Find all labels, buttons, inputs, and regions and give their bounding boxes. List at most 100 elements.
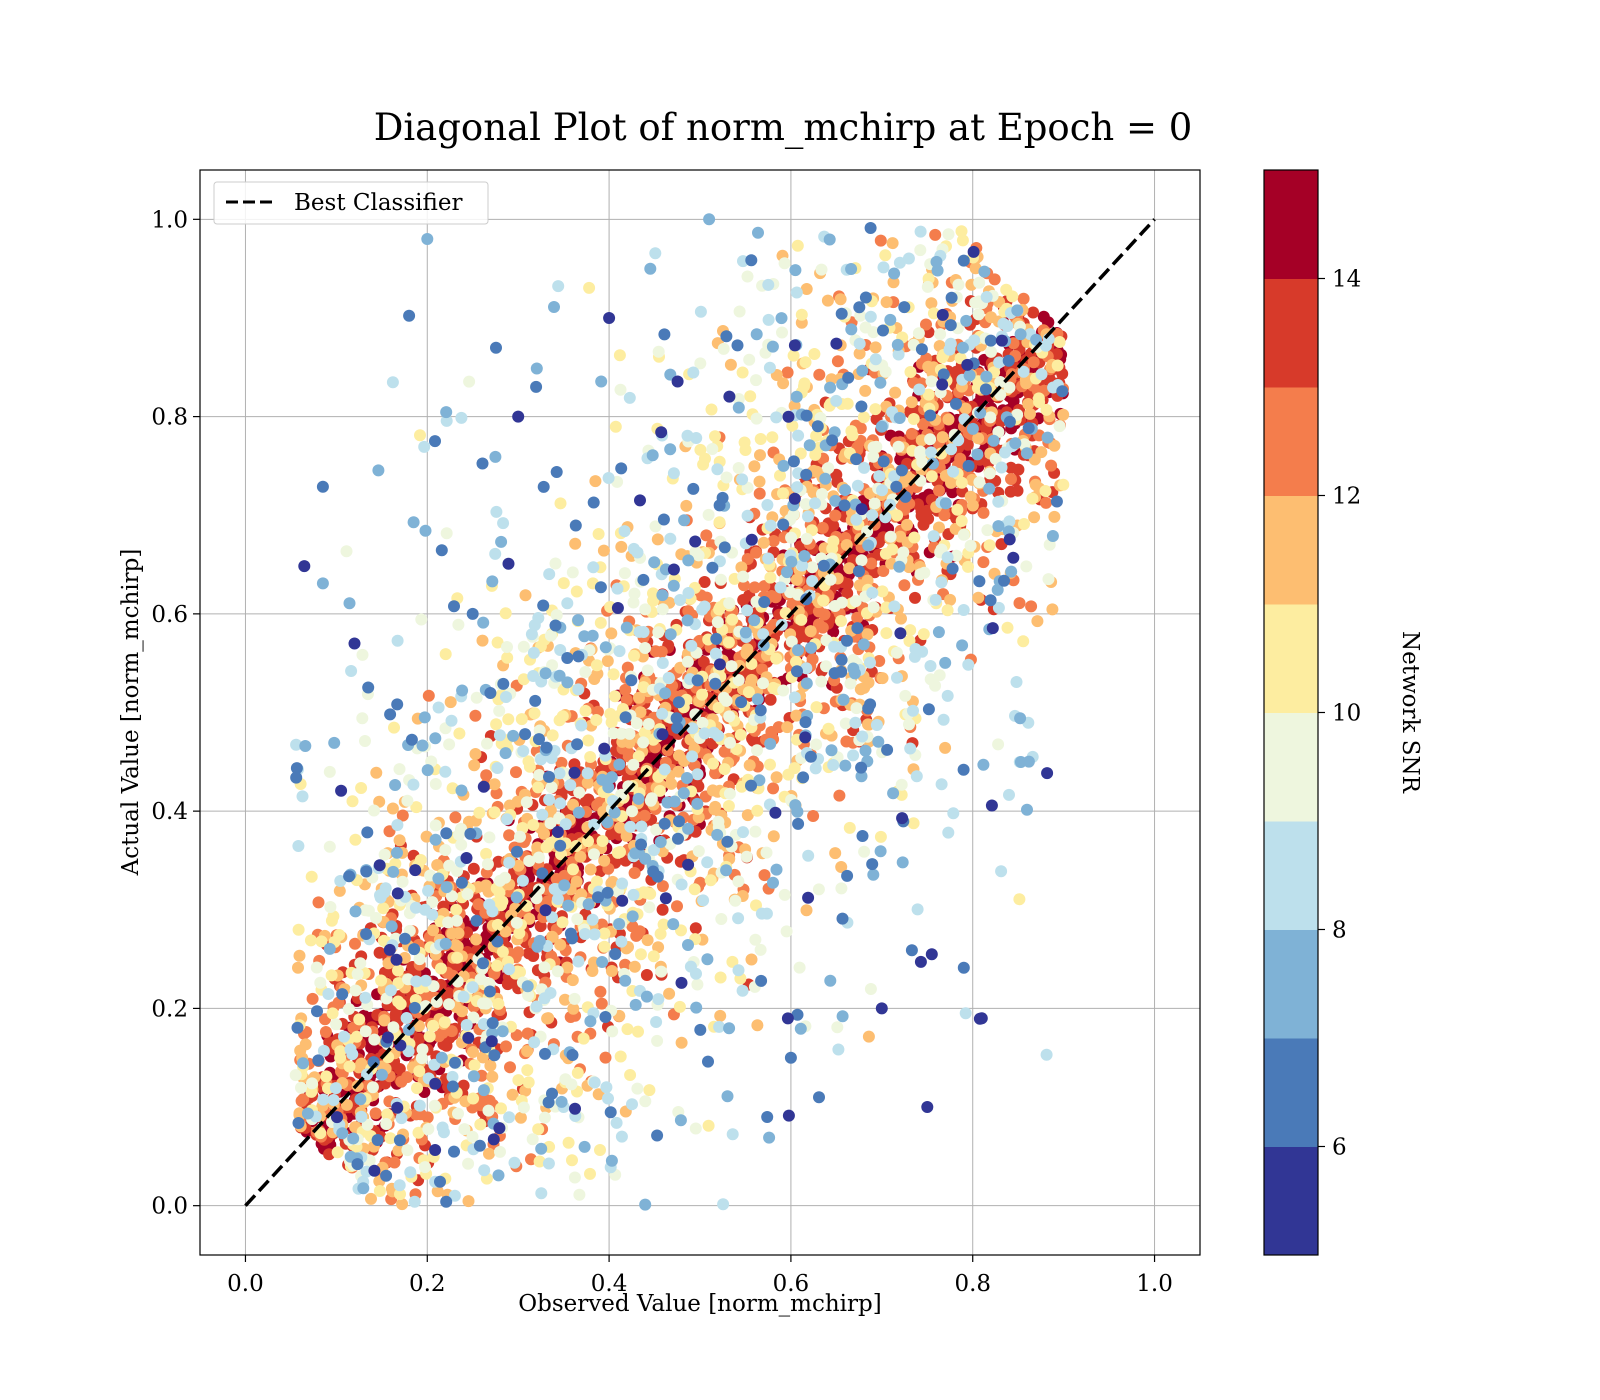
scatter-point — [488, 1049, 501, 1062]
scatter-point — [960, 314, 973, 327]
scatter-point — [503, 963, 516, 976]
scatter-point — [627, 888, 640, 901]
scatter-point — [435, 544, 448, 557]
scatter-point — [360, 865, 373, 878]
scatter-point — [656, 707, 669, 720]
scatter-point — [848, 667, 861, 680]
scatter-point — [598, 742, 611, 755]
scatter-point — [316, 577, 329, 590]
scatter-point — [971, 448, 984, 461]
scatter-point — [745, 779, 757, 792]
scatter-point — [548, 301, 560, 313]
scatter-point — [646, 449, 659, 462]
scatter-point — [1032, 392, 1045, 405]
scatter-point — [1026, 492, 1039, 505]
scatter-point — [711, 828, 724, 841]
scatter-point — [523, 855, 536, 867]
scatter-point — [977, 506, 990, 519]
scatter-point — [607, 727, 620, 740]
scatter-point — [544, 987, 557, 999]
scatter-point — [788, 339, 801, 352]
scatter-point — [736, 984, 749, 997]
scatter-point — [540, 841, 553, 854]
scatter-point — [457, 990, 470, 1003]
scatter-point — [936, 378, 949, 391]
scatter-point — [539, 1047, 551, 1060]
scatter-point — [815, 263, 828, 276]
scatter-point — [914, 568, 927, 581]
scatter-point — [351, 1158, 364, 1171]
y-axis: 0.00.20.40.60.81.0 — [151, 207, 200, 1220]
scatter-point — [929, 593, 942, 606]
scatter-point — [749, 933, 762, 946]
scatter-point — [924, 409, 937, 422]
scatter-point — [426, 896, 439, 909]
scatter-point — [519, 728, 532, 741]
scatter-point — [467, 1070, 480, 1083]
scatter-point — [821, 294, 834, 307]
scatter-point — [639, 1095, 652, 1108]
scatter-point — [841, 587, 854, 600]
scatter-point — [627, 758, 640, 771]
scatter-point — [431, 1185, 444, 1198]
scatter-point — [439, 648, 452, 661]
scatter-point — [394, 998, 407, 1011]
scatter-point — [826, 434, 839, 447]
scatter-point — [850, 513, 863, 526]
scatter-point — [588, 928, 601, 941]
scatter-point — [458, 1123, 471, 1136]
scatter-point — [744, 390, 757, 403]
scatter-point — [594, 581, 607, 594]
scatter-point — [782, 410, 795, 423]
scatter-point — [911, 903, 924, 916]
scatter-point — [758, 869, 771, 882]
scatter-point — [541, 1012, 554, 1025]
scatter-point — [493, 1122, 506, 1135]
scatter-point — [532, 1123, 545, 1136]
scatter-point — [375, 974, 388, 987]
x-tick-label: 0.4 — [591, 1271, 628, 1297]
scatter-point — [979, 383, 992, 396]
scatter-point — [922, 388, 935, 401]
colorbar-segment — [1264, 1038, 1318, 1147]
scatter-point — [430, 995, 443, 1008]
colorbar-segment — [1264, 604, 1318, 713]
scatter-point — [613, 758, 626, 771]
scatter-point — [929, 679, 942, 692]
scatter-point — [340, 545, 353, 558]
scatter-point — [439, 937, 452, 950]
scatter-point — [927, 307, 940, 320]
scatter-point — [862, 539, 875, 552]
scatter-point — [824, 573, 837, 586]
scatter-point — [438, 1016, 451, 1029]
scatter-point — [292, 961, 304, 974]
scatter-point — [694, 305, 707, 318]
scatter-point — [879, 249, 892, 262]
scatter-point — [470, 933, 483, 946]
scatter-point — [473, 1139, 486, 1152]
scatter-point — [742, 686, 755, 699]
scatter-point — [443, 859, 456, 872]
scatter-point — [579, 704, 592, 717]
scatter-point — [667, 467, 680, 480]
scatter-point — [711, 463, 724, 476]
scatter-point — [652, 345, 665, 358]
scatter-point — [732, 393, 745, 405]
scatter-point — [682, 939, 694, 951]
scatter-point — [722, 636, 735, 649]
scatter-point — [448, 600, 460, 613]
scatter-point — [451, 940, 464, 953]
scatter-point — [781, 366, 794, 379]
scatter-point — [788, 399, 801, 412]
scatter-point — [751, 744, 763, 757]
scatter-point — [588, 673, 601, 685]
scatter-point — [830, 468, 843, 481]
scatter-point — [876, 484, 888, 497]
scatter-point — [830, 394, 843, 407]
scatter-point — [790, 573, 803, 586]
scatter-point — [1020, 447, 1033, 460]
scatter-point — [644, 887, 657, 900]
colorbar-segment — [1264, 387, 1318, 496]
scatter-point — [649, 520, 662, 533]
x-tick-label: 0.6 — [773, 1271, 810, 1297]
